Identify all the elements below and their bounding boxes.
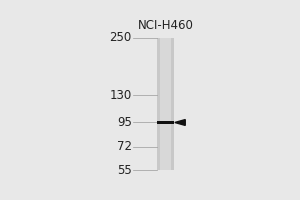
Text: 250: 250: [110, 31, 132, 44]
Text: NCI-H460: NCI-H460: [137, 19, 193, 32]
Bar: [157, 121, 174, 124]
Text: 72: 72: [117, 140, 132, 153]
Bar: [160, 38, 171, 170]
Polygon shape: [175, 120, 185, 125]
Text: 95: 95: [117, 116, 132, 129]
Text: 130: 130: [110, 89, 132, 102]
Text: 55: 55: [117, 164, 132, 177]
Bar: [157, 38, 174, 170]
